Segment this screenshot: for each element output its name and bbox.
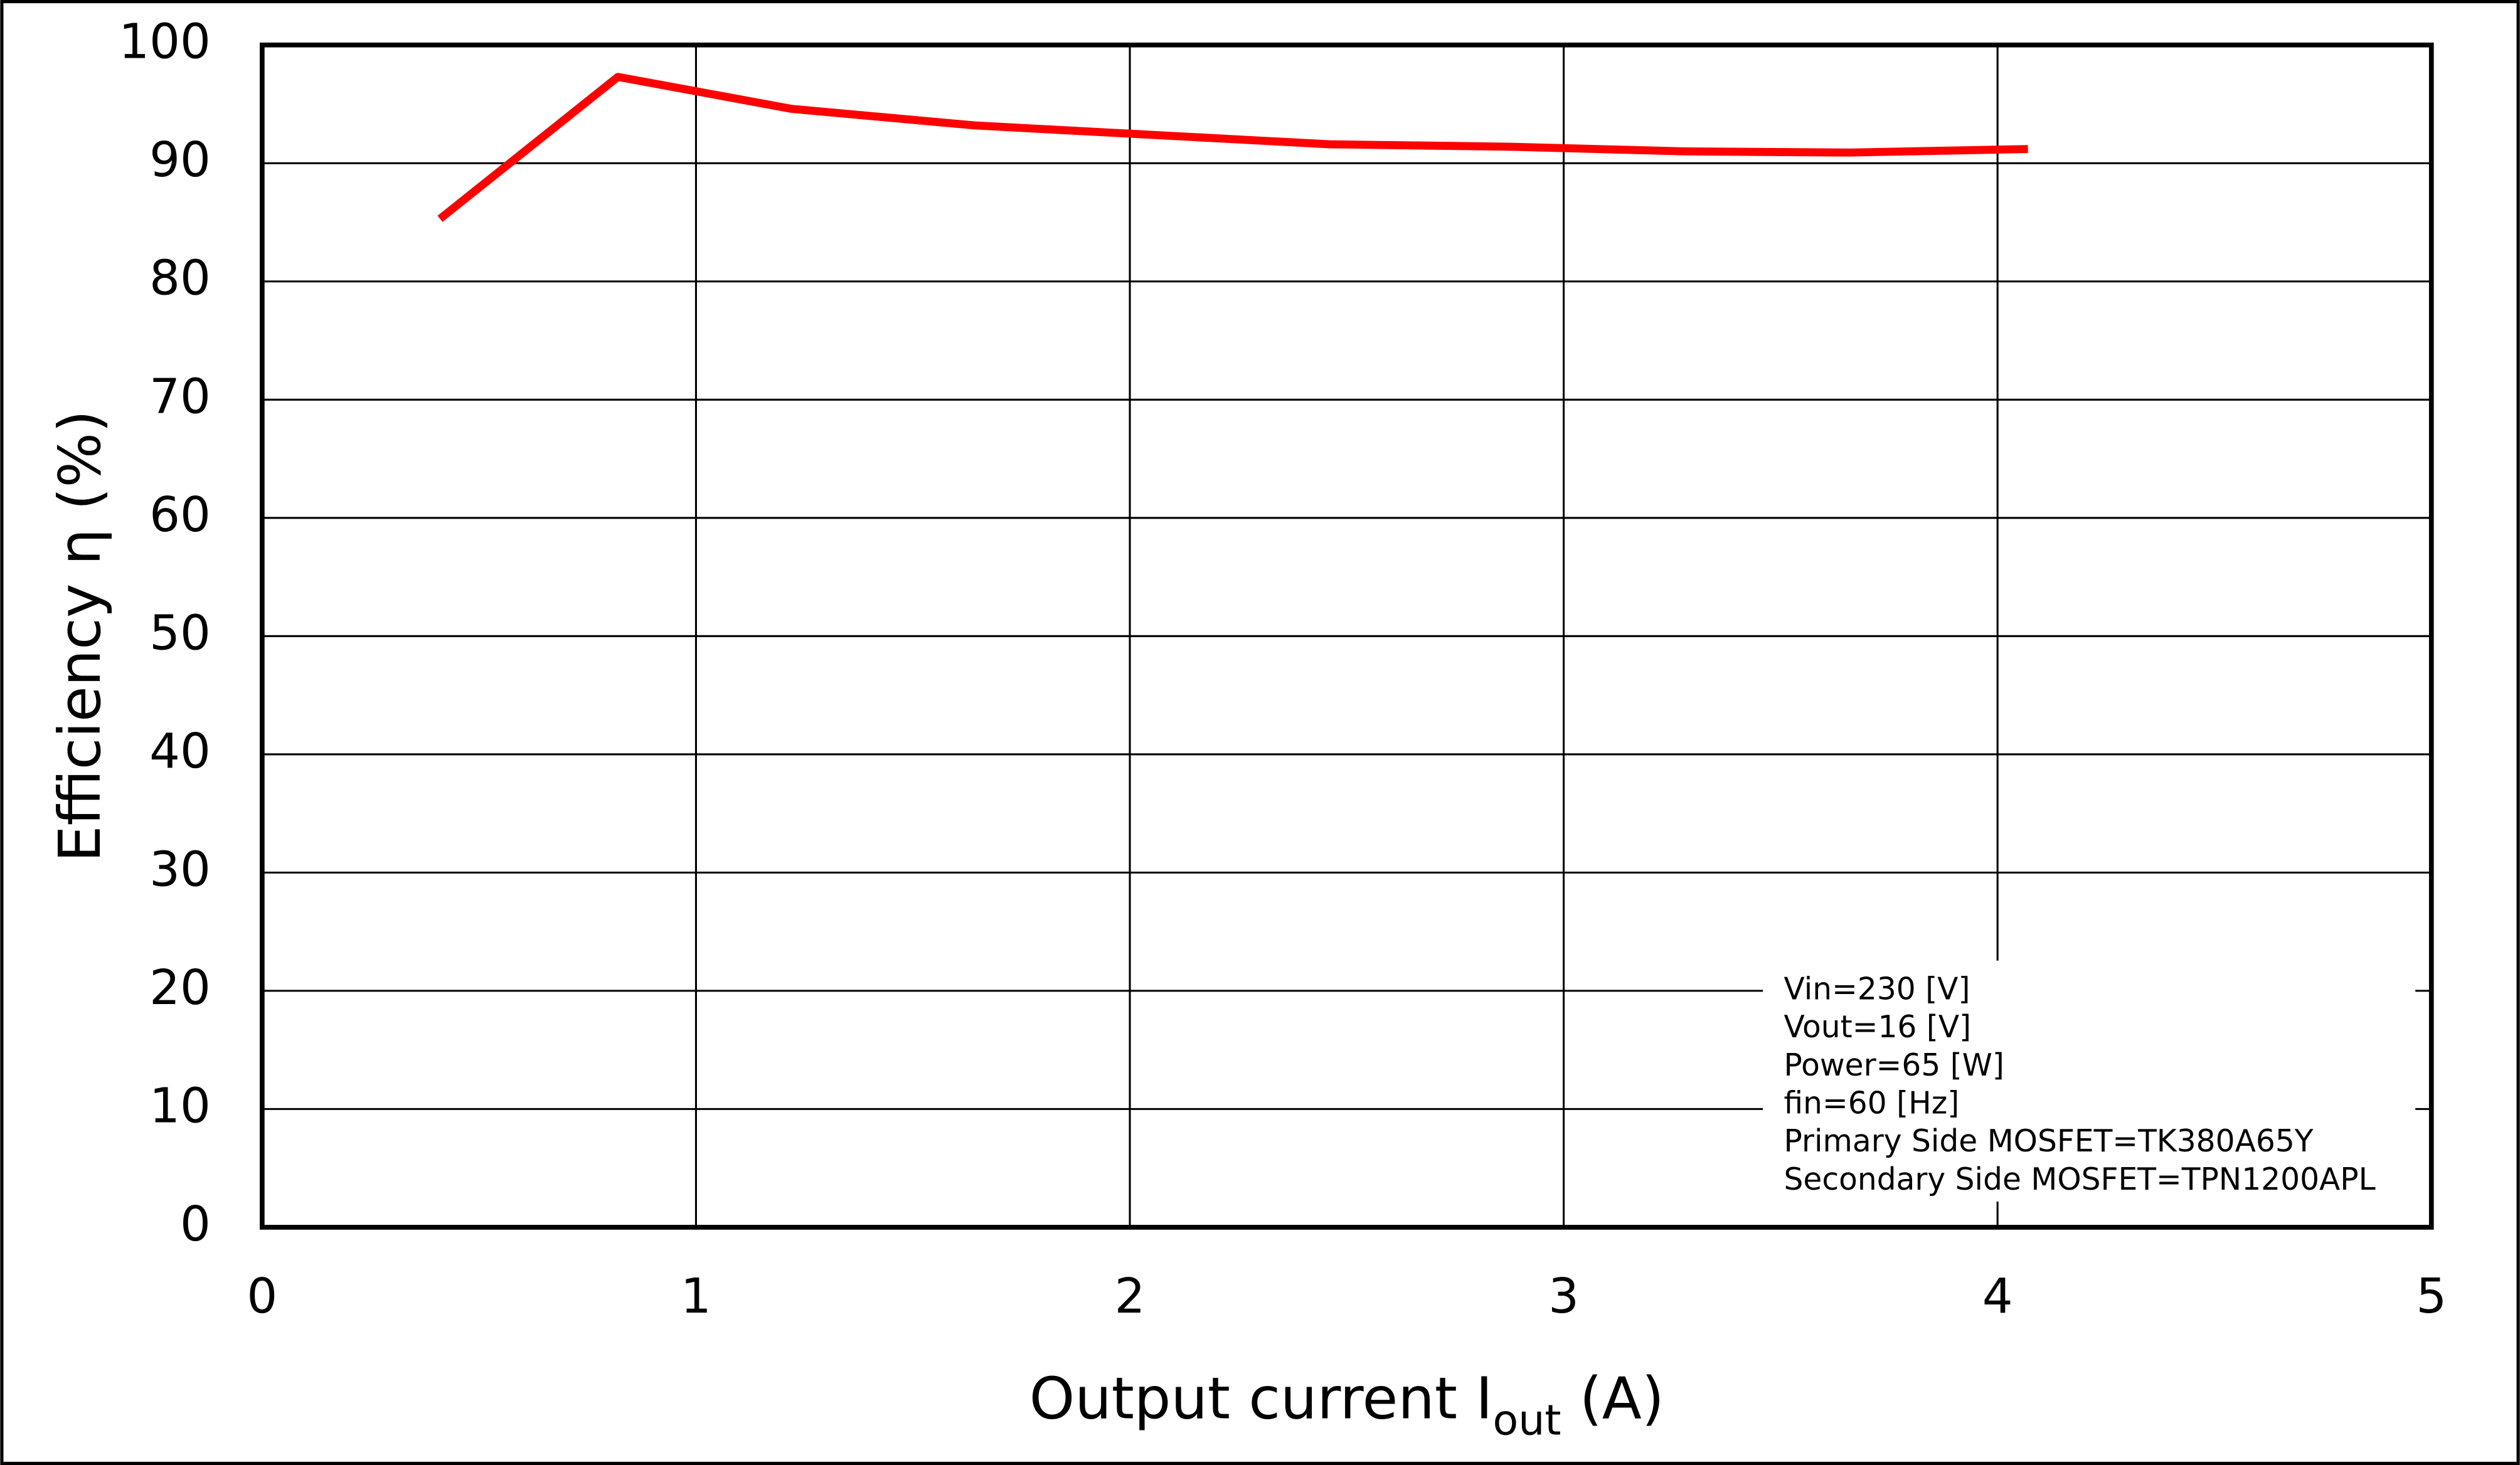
annotation-line: Vout=16 [V] — [1784, 1010, 1972, 1045]
y-tick-label: 100 — [119, 14, 211, 70]
annotation-line: fin=60 [Hz] — [1784, 1086, 1960, 1121]
y-tick-label: 30 — [149, 842, 211, 897]
x-tick-label: 0 — [247, 1269, 277, 1325]
plot-border — [260, 42, 2434, 1230]
x-tick-label: 1 — [681, 1269, 711, 1325]
annotation-line: Vin=230 [V] — [1784, 971, 1970, 1007]
x-tick-label: 2 — [1115, 1269, 1146, 1325]
data-line — [437, 73, 2028, 222]
y-tick-label: 70 — [149, 369, 211, 425]
y-tick-label: 60 — [149, 487, 211, 543]
y-axis-label: Efficiency η (%) — [46, 410, 114, 862]
annotation-line: Secondary Side MOSFET=TPN1200APL — [1784, 1162, 2376, 1197]
x-tick-label: 4 — [1982, 1269, 2013, 1325]
y-tick-label: 90 — [149, 132, 211, 188]
y-tick-label: 50 — [149, 605, 211, 661]
y-tick-label: 40 — [149, 724, 211, 780]
x-label-subscript: out — [1492, 1395, 1561, 1444]
y-tick-label: 20 — [149, 960, 211, 1016]
y-tick-label: 80 — [149, 251, 211, 307]
x-tick-label: 3 — [1548, 1269, 1579, 1325]
y-tick-label: 10 — [149, 1078, 211, 1134]
x-label-suffix: (A) — [1561, 1365, 1664, 1432]
annotation-line: Power=65 [W] — [1784, 1048, 2004, 1083]
annotation-line: Primary Side MOSFET=TK380A65Y — [1784, 1124, 2314, 1159]
x-tick-label: 5 — [2416, 1269, 2447, 1325]
annotation-box — [1763, 960, 2416, 1202]
x-label-text: Output current I — [1029, 1365, 1493, 1432]
y-tick-label: 0 — [180, 1197, 211, 1252]
x-axis-label: Output current Iout (A) — [1029, 1365, 1664, 1445]
